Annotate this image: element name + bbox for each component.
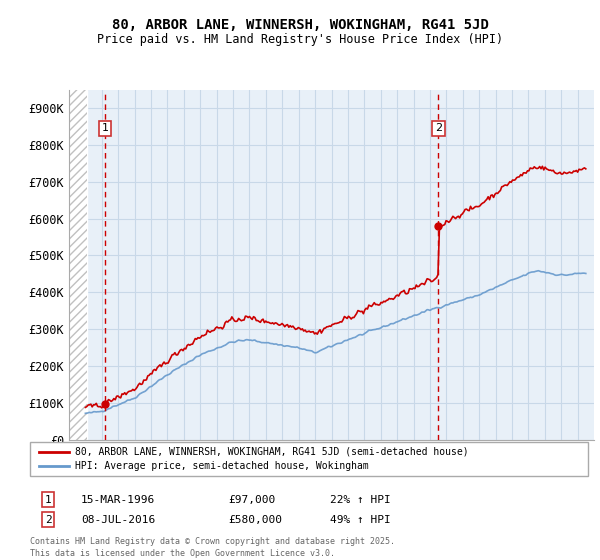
Text: Price paid vs. HM Land Registry's House Price Index (HPI): Price paid vs. HM Land Registry's House …	[97, 32, 503, 46]
Text: 80, ARBOR LANE, WINNERSH, WOKINGHAM, RG41 5JD (semi-detached house): 80, ARBOR LANE, WINNERSH, WOKINGHAM, RG4…	[75, 447, 469, 457]
Text: 08-JUL-2016: 08-JUL-2016	[81, 515, 155, 525]
Bar	[69, 90, 87, 440]
Text: 49% ↑ HPI: 49% ↑ HPI	[330, 515, 391, 525]
Text: 15-MAR-1996: 15-MAR-1996	[81, 494, 155, 505]
Text: £580,000: £580,000	[228, 515, 282, 525]
Text: 1: 1	[44, 494, 52, 505]
Text: 80, ARBOR LANE, WINNERSH, WOKINGHAM, RG41 5JD: 80, ARBOR LANE, WINNERSH, WOKINGHAM, RG4…	[112, 18, 488, 32]
Text: HPI: Average price, semi-detached house, Wokingham: HPI: Average price, semi-detached house,…	[75, 461, 369, 471]
Text: Contains HM Land Registry data © Crown copyright and database right 2025.
This d: Contains HM Land Registry data © Crown c…	[30, 537, 395, 558]
Text: 2: 2	[44, 515, 52, 525]
Text: 2: 2	[435, 123, 442, 133]
Bar	[69, 90, 87, 440]
Text: 22% ↑ HPI: 22% ↑ HPI	[330, 494, 391, 505]
Text: 1: 1	[101, 123, 109, 133]
Text: £97,000: £97,000	[228, 494, 275, 505]
